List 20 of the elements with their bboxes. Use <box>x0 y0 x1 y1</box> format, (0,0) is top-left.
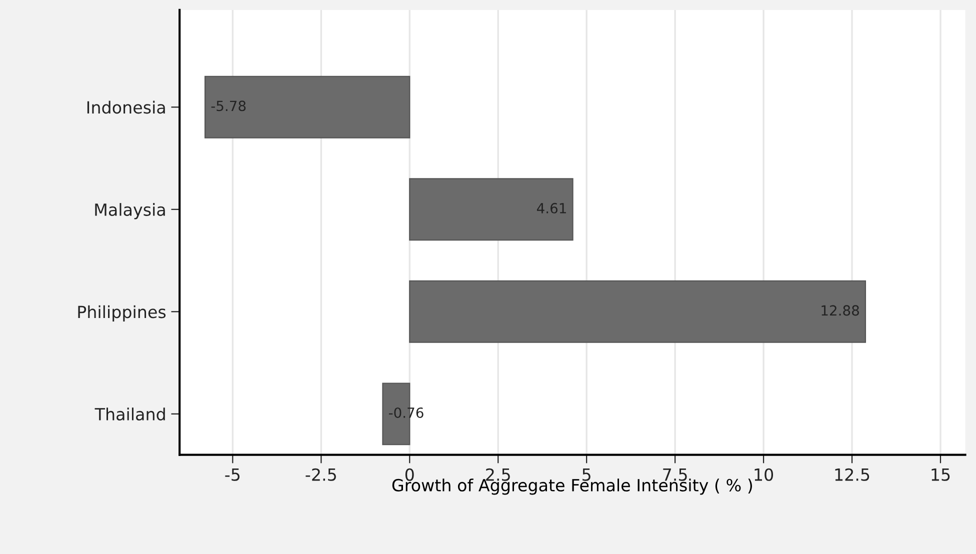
y-tick-label: Philippines <box>78 305 166 322</box>
x-tick-label: 5 <box>582 468 590 481</box>
x-tick-label: 0 <box>405 468 414 481</box>
x-tick-label: 7.5 <box>663 468 687 481</box>
data-label: 4.61 <box>536 202 566 214</box>
x-tick-label: 10 <box>754 468 774 481</box>
x-tick-label: -2.5 <box>306 468 336 481</box>
y-tick-label: Thailand <box>94 408 165 420</box>
x-tick-label: -5 <box>225 468 240 481</box>
y-tick-label: Malaysia <box>95 203 165 220</box>
x-tick-label: 2.5 <box>486 468 510 481</box>
y-tick-label: Indonesia <box>87 100 165 114</box>
bar <box>204 76 410 138</box>
data-label: -5.78 <box>211 100 246 112</box>
data-label: 12.88 <box>822 305 859 316</box>
x-tick-label: 12.5 <box>835 468 870 481</box>
bar <box>409 280 866 343</box>
x-axis-title: Growth of Aggregate Female Intensity ( % ) <box>392 478 752 495</box>
bar <box>409 178 574 241</box>
x-tick-label: 15 <box>932 468 950 481</box>
